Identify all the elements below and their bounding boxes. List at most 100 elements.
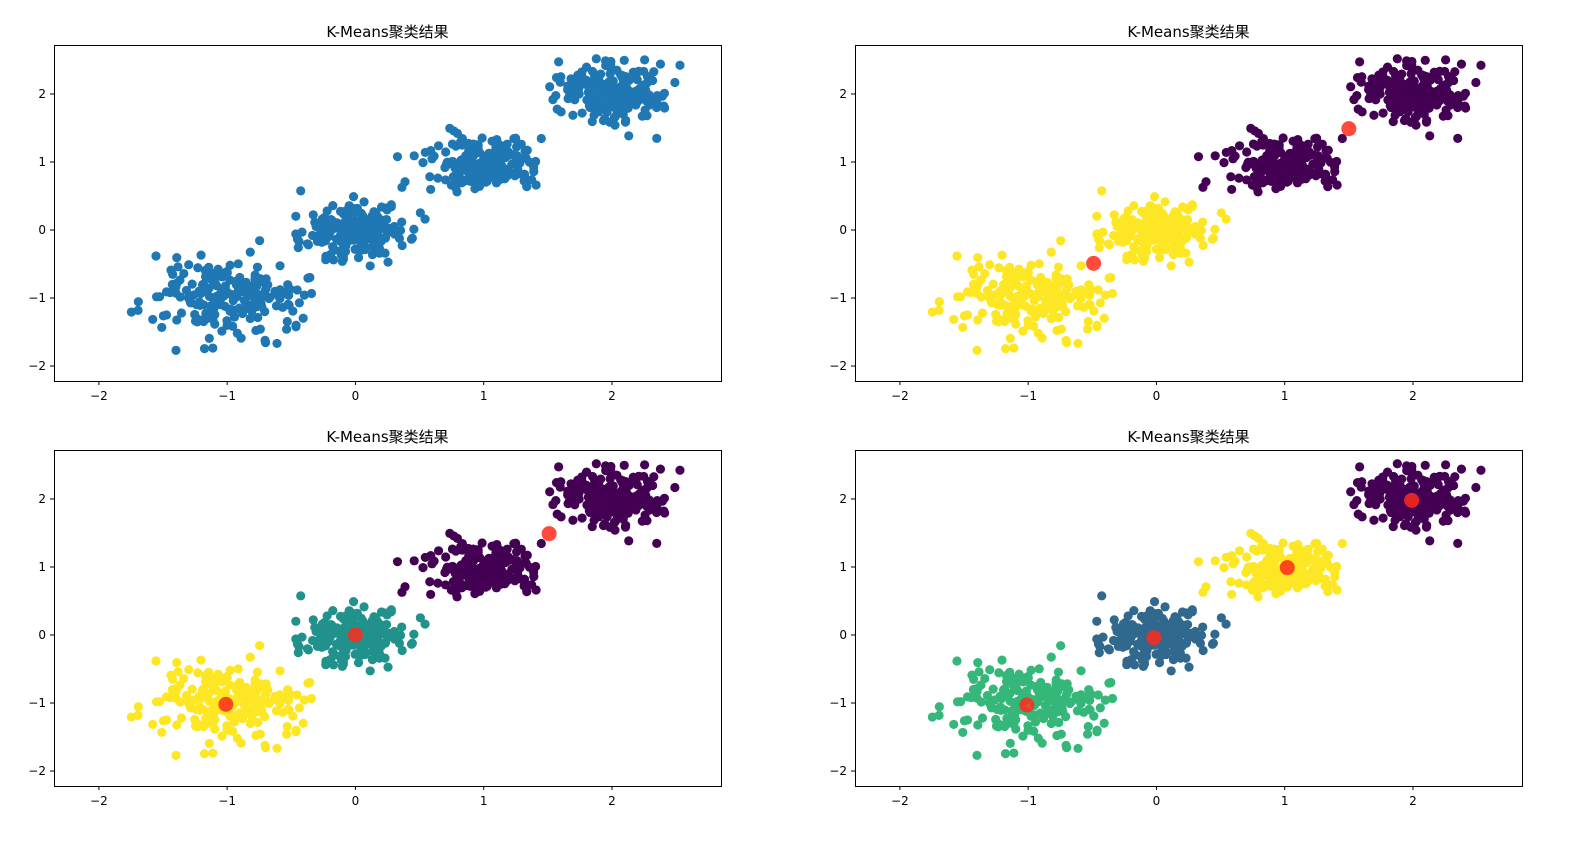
x-tick-label: −1: [218, 389, 236, 403]
scatter-point-cluster-4: [1406, 474, 1416, 484]
scatter-point-cluster-4: [1370, 489, 1380, 500]
scatter-point-cluster-1: [281, 324, 292, 334]
scatter-point-cluster-1: [1084, 299, 1094, 309]
scatter-point-cluster-1: [1095, 703, 1105, 713]
scatter-point-cluster-4: [1453, 502, 1463, 512]
scatter-point-cluster-4: [583, 501, 593, 511]
scatter-point-cluster-1: [1034, 664, 1044, 674]
x-tick-label: −2: [90, 794, 108, 808]
scatter-point-cluster-3: [477, 133, 487, 143]
scatter-point-cluster-3: [502, 544, 512, 554]
scatter-point-cluster-3: [509, 134, 519, 144]
scatter-point-cluster-3: [409, 556, 419, 566]
scatter-point-cluster-1: [191, 704, 201, 715]
scatter-point-cluster-3: [440, 567, 450, 578]
scatter-point-cluster-2: [1182, 619, 1193, 630]
scatter-point-cluster-3: [1193, 152, 1204, 162]
scatter-point-cluster-3: [515, 169, 525, 179]
scatter-point-cluster-1: [974, 667, 984, 677]
scatter-point-cluster-1: [196, 250, 206, 260]
scatter-point-cluster-1: [985, 260, 995, 270]
scatter-point-cluster-1: [202, 690, 212, 700]
scatter-point-cluster-2: [376, 202, 387, 212]
scatter-point-cluster-1: [299, 290, 309, 300]
scatter-point-cluster-2: [1157, 239, 1168, 249]
scatter-point-cluster-4: [652, 90, 662, 101]
scatter-point-cluster-1: [236, 738, 246, 748]
scatter-point-cluster-4: [551, 73, 562, 83]
scatter-point-cluster-2: [1109, 615, 1119, 625]
scatter-point-cluster-4: [655, 464, 666, 474]
axes-frame: [855, 450, 1523, 787]
scatter-point-cluster-4: [1420, 75, 1430, 85]
scatter-point-cluster-1: [260, 740, 270, 750]
scatter-point-cluster-4: [1378, 475, 1388, 486]
scatter-point-cluster-1: [252, 667, 263, 677]
scatter-point-cluster-1: [1033, 288, 1044, 298]
scatter-point-cluster-2: [1093, 639, 1104, 649]
scatter-point-cluster-1: [973, 720, 983, 730]
scatter-point-cluster-2: [1149, 597, 1160, 607]
scatter-point-cluster-2: [397, 240, 407, 251]
scatter-point-cluster-2: [376, 607, 387, 617]
scatter-point-cluster-4: [1432, 491, 1442, 501]
scatter-point-cluster-2: [322, 206, 332, 216]
scatter-point-cluster-1: [1048, 711, 1058, 721]
scatter-point-cluster-2: [1216, 208, 1226, 218]
scatter-point-cluster-3: [1278, 133, 1288, 143]
scatter-point-cluster-2: [307, 230, 318, 241]
scatter-point-cluster-1: [173, 667, 183, 677]
scatter-point-cluster-1: [151, 251, 161, 261]
scatter-point-cluster-1: [272, 338, 282, 349]
centroid-marker-2: [347, 627, 363, 643]
scatter-point-cluster-4: [639, 66, 649, 77]
scatter-point-cluster-2: [365, 261, 375, 271]
scatter-point-cluster-1: [204, 667, 214, 677]
scatter-point-cluster-2: [328, 647, 338, 657]
scatter-point-cluster-2: [1094, 243, 1104, 253]
scatter-point-cluster-1: [976, 292, 986, 302]
scatter-point-cluster-3: [1228, 559, 1238, 569]
scatter-point-cluster-3: [474, 181, 485, 191]
scatter-point-cluster-1: [934, 305, 944, 315]
scatter-point-cluster-4: [1390, 80, 1400, 90]
points-group: [927, 459, 1486, 761]
scatter-point-cluster-3: [1316, 169, 1326, 179]
scatter-point-cluster-3: [519, 176, 529, 186]
scatter-point-cluster-1: [241, 682, 251, 693]
scatter-point-cluster-4: [589, 80, 599, 90]
centroid-marker-3: [1279, 560, 1295, 576]
scatter-point-cluster-4: [1420, 460, 1430, 470]
scatter-point-cluster-2: [397, 622, 407, 632]
scatter-point-cluster-1: [1038, 308, 1049, 319]
scatter-point-cluster-1: [1056, 729, 1066, 739]
scatter-point-cluster-3: [426, 550, 436, 561]
scatter-point-cluster-4: [595, 504, 605, 514]
scatter-point-cluster-2: [308, 615, 318, 625]
scatter-point-cluster-4: [652, 495, 662, 506]
scatter-point-cluster-2: [336, 250, 347, 260]
scatter-point-cluster-3: [489, 564, 499, 574]
scatter-point-cluster-3: [1294, 167, 1304, 177]
scatter-point-cluster-3: [469, 556, 479, 566]
scatter-point-cluster-4: [1438, 485, 1448, 495]
scatter-point-cluster-3: [474, 586, 485, 596]
scatter-point-cluster-3: [1241, 567, 1251, 578]
scatter-point-cluster-4: [1432, 86, 1442, 96]
scatter-point-cluster-4: [605, 522, 615, 532]
scatter-point-cluster-2: [348, 192, 359, 202]
scatter-point-cluster-1: [199, 749, 210, 759]
scatter-point-cluster-2: [368, 626, 379, 636]
x-tick-label: −2: [891, 794, 909, 808]
scatter-point-cluster-1: [988, 684, 998, 694]
scatter-point-cluster-4: [577, 513, 587, 523]
scatter-point-cluster-1: [198, 705, 209, 715]
scatter-point-cluster-1: [1017, 676, 1027, 686]
scatter-point-cluster-4: [1378, 513, 1388, 523]
scatter-point-cluster-3: [1234, 546, 1245, 556]
scatter-point-cluster-2: [1123, 611, 1133, 621]
scatter-point-cluster-1: [193, 263, 203, 273]
scatter-point-cluster-2: [1159, 232, 1169, 242]
scatter-point-cluster-2: [292, 639, 303, 649]
scatter-point-cluster-1: [1003, 269, 1013, 280]
